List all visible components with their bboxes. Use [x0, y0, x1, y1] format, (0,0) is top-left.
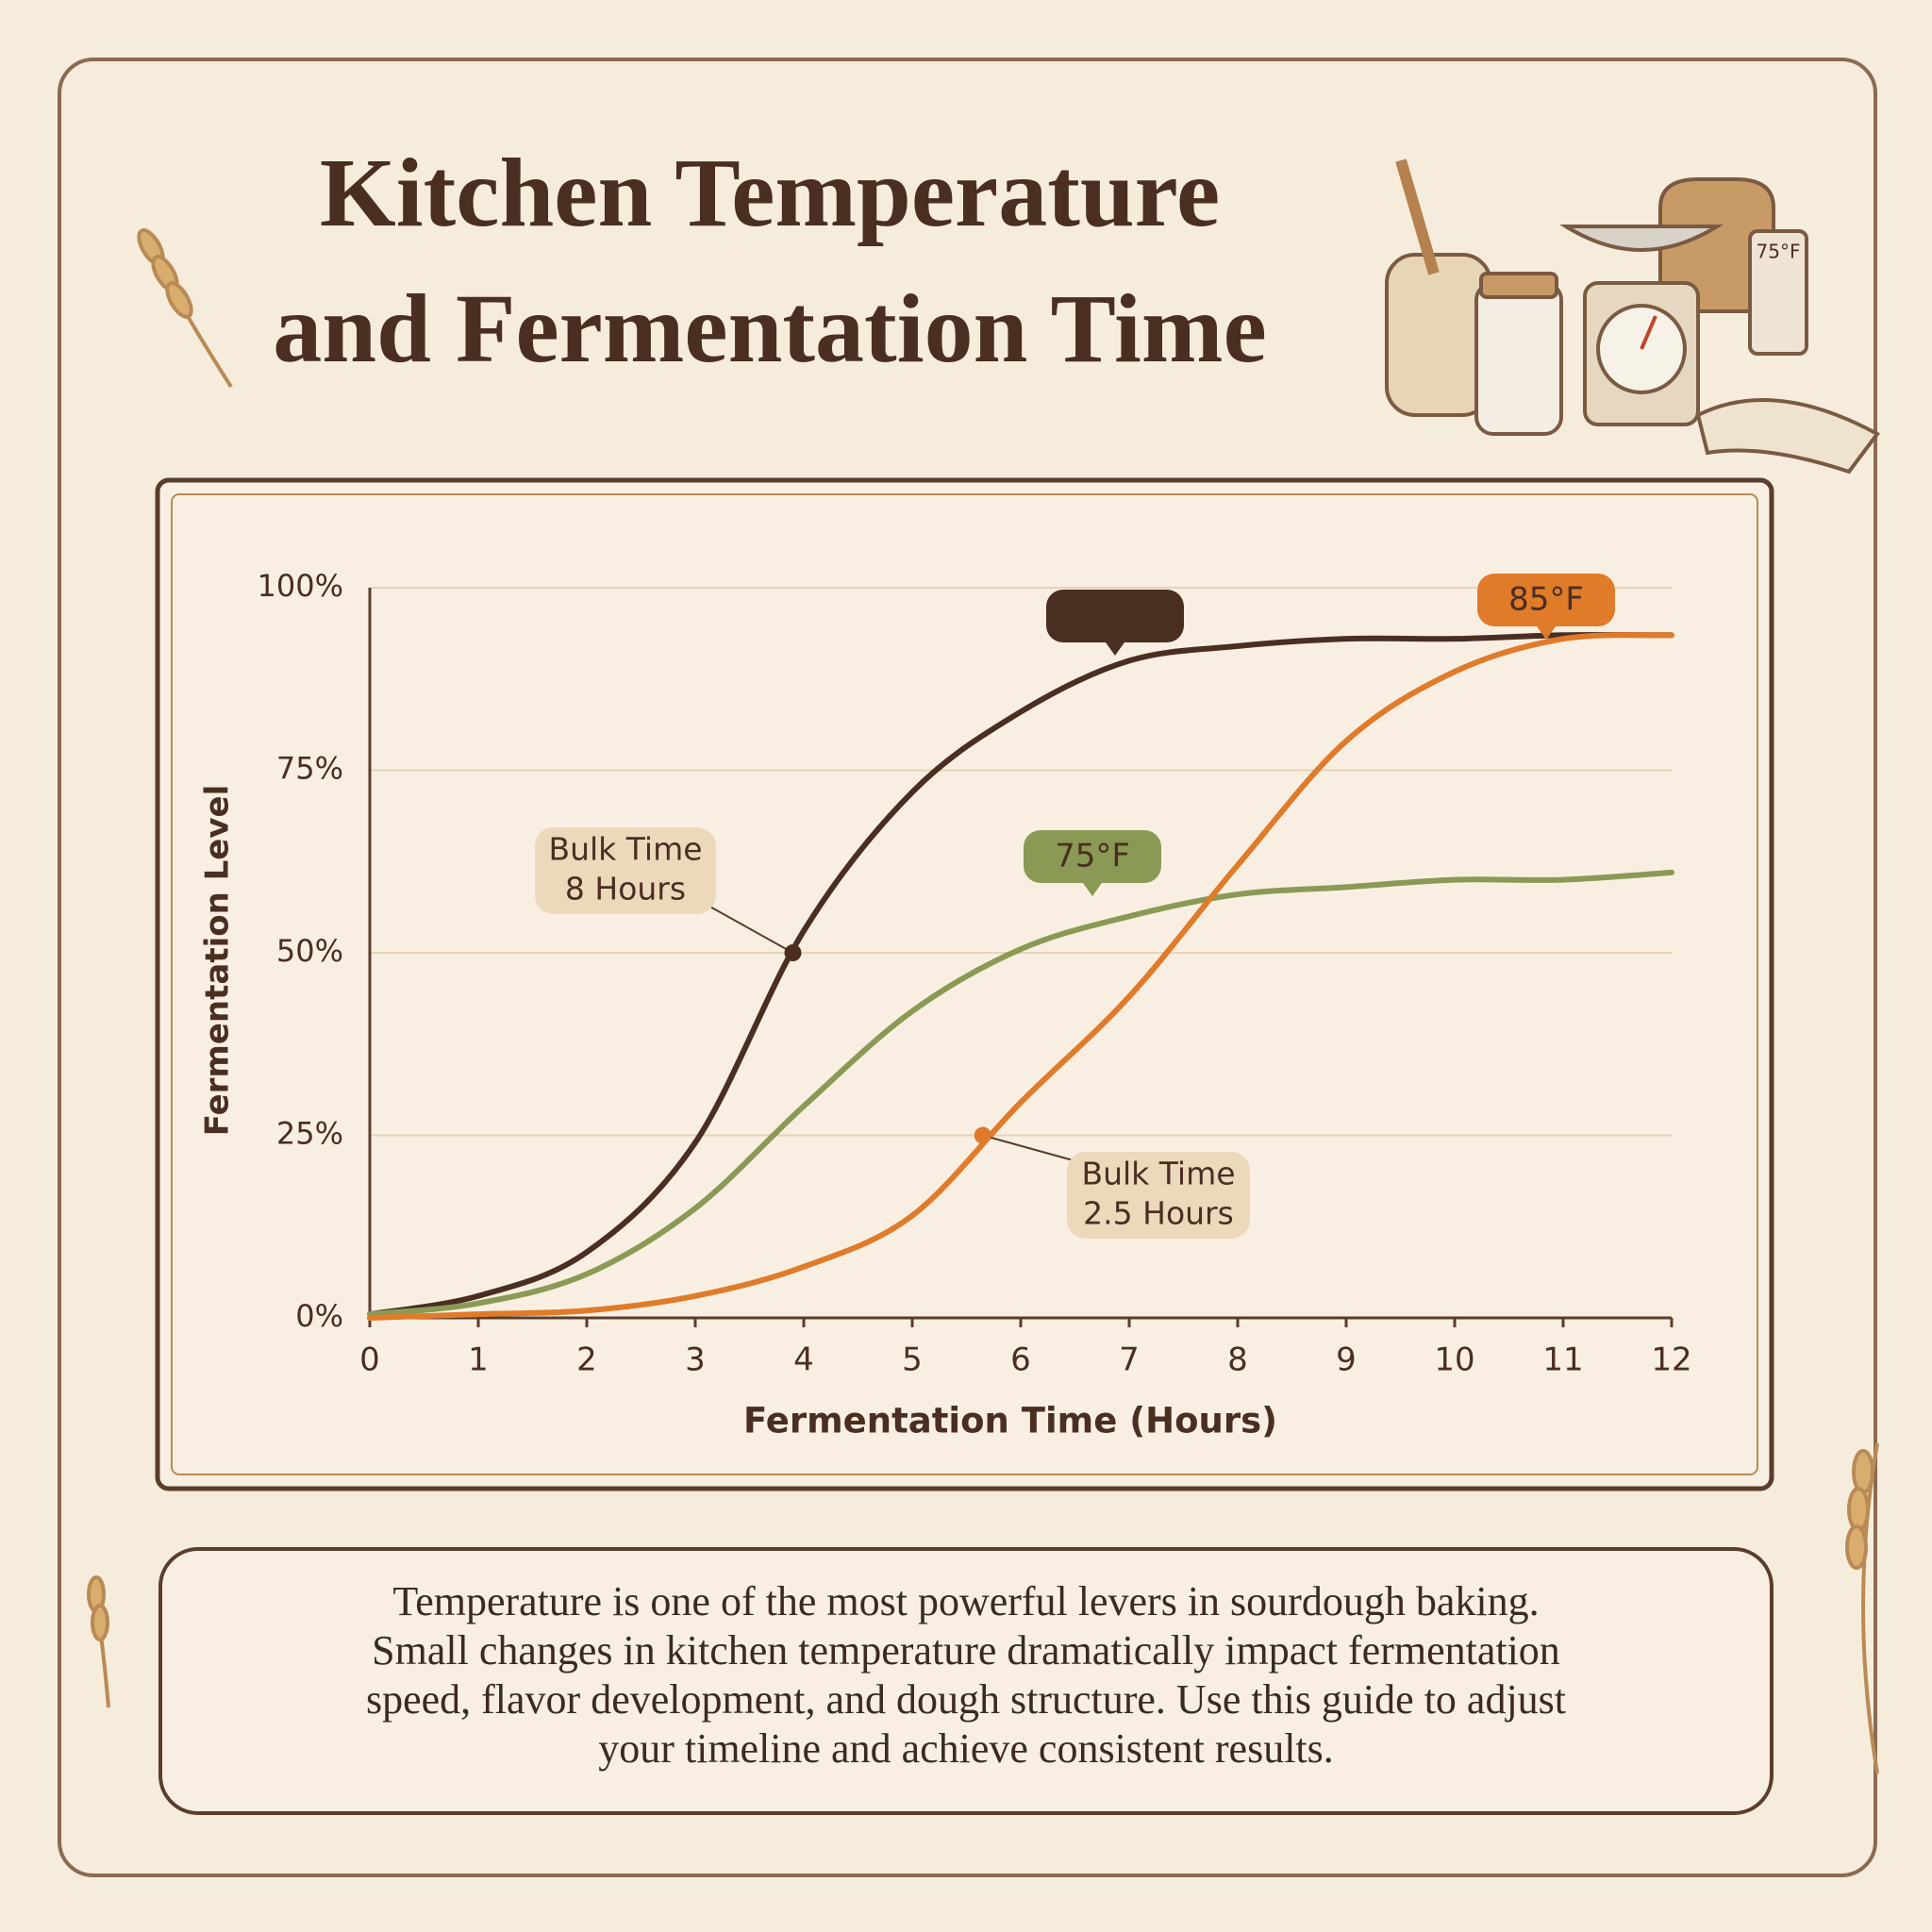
kitchen-illustration	[1385, 158, 1880, 475]
series-line	[367, 632, 1674, 1318]
outer-frame	[58, 58, 1877, 1877]
description-panel	[158, 1547, 1774, 1815]
series-line	[367, 632, 1674, 1321]
chart-title: Kitchen Temperature and Fermentation Time	[273, 139, 1266, 383]
chart-panel-inner	[171, 493, 1758, 1475]
y-tick-label: 0%	[295, 1298, 343, 1334]
series-line	[367, 869, 1674, 1318]
y-axis-label: Fermentation Level	[199, 785, 237, 1136]
x-tick-label: 7	[1119, 1341, 1140, 1379]
x-tick-label: 0	[359, 1341, 380, 1379]
y-tick-label: 75%	[276, 751, 343, 787]
series-label: 85°F	[1508, 581, 1584, 619]
y-tick-label: 50%	[276, 933, 343, 969]
description-line: speed, flavor development, and dough str…	[366, 1676, 1566, 1723]
thermometer-label: 75°F	[1757, 241, 1801, 263]
annotation-text: 8 Hours	[565, 871, 686, 908]
x-tick-label: 9	[1336, 1341, 1357, 1379]
x-tick-label: 3	[685, 1341, 706, 1379]
series-label: 65°F	[1077, 597, 1153, 635]
series-badge	[1477, 574, 1615, 640]
annotation-leader	[982, 1134, 1077, 1162]
x-tick-label: 1	[468, 1341, 489, 1379]
series-badge	[1046, 590, 1184, 656]
annotation-text: Bulk Time	[548, 831, 702, 868]
plot: 0%25%50%75%100%0 1 2 3 4 5 6 7 8 9 10 11 12Fermentat…	[199, 568, 1692, 1441]
description-line: Small changes in kitchen temperature dra…	[372, 1627, 1560, 1674]
annotation-leader	[706, 904, 793, 954]
description-line: your timeline and achieve consistent res…	[598, 1725, 1334, 1772]
y-tick-label: 100%	[258, 568, 343, 604]
annotation-box	[1067, 1152, 1250, 1239]
x-tick-label: 12	[1651, 1341, 1691, 1379]
chart-panel	[155, 477, 1774, 1491]
x-tick-label: 8	[1227, 1341, 1248, 1379]
x-tick-label: 10	[1434, 1341, 1474, 1379]
annotation-text: 2.5 Hours	[1083, 1195, 1234, 1232]
annotation-point	[974, 1126, 991, 1144]
annotation-text: Bulk Time	[1081, 1156, 1235, 1192]
x-axis-label: Fermentation Time (Hours)	[743, 1401, 1277, 1441]
annotation-point	[784, 944, 802, 961]
series-label: 75°F	[1055, 838, 1130, 875]
x-tick-label: 2	[576, 1341, 597, 1379]
series-badge	[1024, 830, 1161, 896]
x-tick-label: 11	[1542, 1341, 1583, 1379]
x-tick-label: 4	[793, 1341, 814, 1379]
x-tick-label: 5	[902, 1341, 923, 1379]
x-tick-label: 6	[1010, 1341, 1031, 1379]
description-line: Temperature is one of the most powerful …	[392, 1578, 1539, 1624]
y-tick-label: 25%	[276, 1116, 343, 1152]
wheat-decoration	[87, 228, 1879, 1774]
annotation-box	[535, 827, 716, 914]
